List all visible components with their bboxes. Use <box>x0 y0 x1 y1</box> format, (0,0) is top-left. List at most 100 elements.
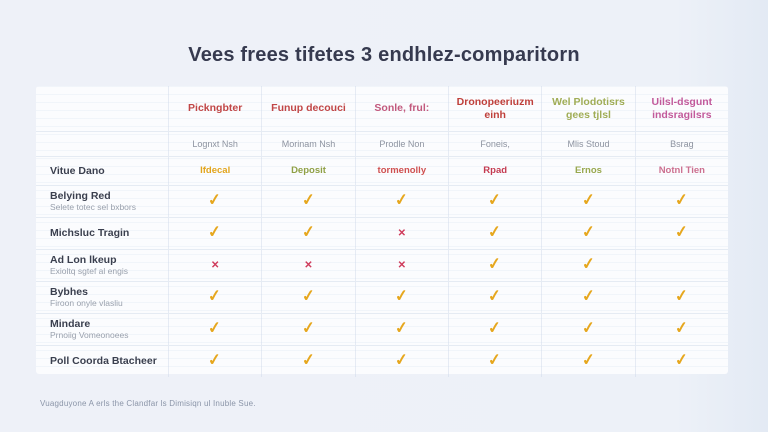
table-row: Ad Lon lkeup Exioltq sgtef al engis ✕ ✕ ✕ ✓ ✓ <box>36 250 728 282</box>
column-header: Pickngbter <box>168 86 261 131</box>
row-label: Vitue Dano <box>50 164 105 177</box>
table-row: Mindare Prnoiig Vomeonoees ✓ ✓ ✓ ✓ ✓ ✓ <box>36 314 728 346</box>
check-icon: ✓ <box>207 351 223 370</box>
footer-note: Vuagduyone A erls the Clandfar ls Dimisi… <box>40 399 256 408</box>
value-cell-label: Ifdecal <box>200 164 231 176</box>
column-subheader-label: Mlis Stoud <box>567 138 610 149</box>
value-cell-label: Rpad <box>483 164 508 176</box>
x-icon: ✕ <box>304 259 313 271</box>
column-header: Dronopeeriuzm einh <box>448 86 541 131</box>
row-sublabel: Exioltq sgtef al engis <box>50 266 128 277</box>
check-icon: ✓ <box>300 223 316 242</box>
row-sublabel: Prnoiig Vomeonoees <box>50 330 129 341</box>
mark-cell: ✕ <box>261 250 354 281</box>
value-cell: Rpad <box>448 157 541 185</box>
row-label: Ad Lon lkeup <box>50 254 117 267</box>
column-header: Sonle, frul: <box>354 86 448 131</box>
row-label-cell: Belying Red Selete totec sel bxbors <box>36 190 168 213</box>
row-label: Bybhes <box>50 286 88 299</box>
mark-cell: ✓ <box>634 218 728 249</box>
row-label-cell: Ad Lon lkeup Exioltq sgtef al engis <box>36 254 168 277</box>
mark-cell: ✓ <box>354 346 448 377</box>
mark-cell: ✓ <box>634 314 728 345</box>
column-subheader-label: Foneis, <box>480 138 510 149</box>
check-icon: ✓ <box>674 223 690 242</box>
column-subheader-label: Lognxt Nsh <box>192 138 238 149</box>
mark-cell: ✓ <box>168 282 261 313</box>
table-row: Pickngbter Funup decouci Sonle, frul: Drono… <box>36 86 728 132</box>
column-subheader: Mlis Stoud <box>541 132 634 156</box>
row-label-cell: Poll Coorda Btacheer <box>36 355 168 367</box>
mark-cell: ✓ <box>448 250 541 281</box>
check-icon: ✓ <box>487 287 503 306</box>
column-header-label: Wel Plodotisrs gees tjlsl <box>552 96 625 121</box>
check-icon: ✓ <box>300 191 316 210</box>
check-icon: ✓ <box>207 223 223 242</box>
check-icon: ✓ <box>300 287 316 306</box>
check-icon: ✓ <box>580 255 596 274</box>
column-header-label: Pickngbter <box>188 102 243 115</box>
check-icon: ✓ <box>487 351 503 370</box>
check-icon: ✓ <box>207 319 223 338</box>
mark-cell: ✕ <box>354 250 448 281</box>
mark-cell: ✓ <box>168 218 261 249</box>
column-subheader: Prodle Non <box>354 132 448 156</box>
column-subheader: Lognxt Nsh <box>168 132 261 156</box>
mark-cell <box>634 250 728 281</box>
row-label-cell: Bybhes Firoon onyle vlasliu <box>36 286 168 309</box>
mark-cell: ✓ <box>541 346 634 377</box>
mark-cell: ✓ <box>168 314 261 345</box>
value-cell-label: Notnl Tien <box>658 164 705 176</box>
mark-cell: ✓ <box>634 186 728 217</box>
column-subheader: Bsrag <box>634 132 728 156</box>
mark-cell: ✓ <box>541 250 634 281</box>
check-icon: ✓ <box>674 287 690 306</box>
mark-cell: ✓ <box>634 282 728 313</box>
table-row: Lognxt Nsh Morinam Nsh Prodle Non Foneis, Ml… <box>36 132 728 157</box>
check-icon: ✓ <box>580 319 596 338</box>
mark-cell: ✓ <box>261 314 354 345</box>
mark-cell: ✕ <box>168 250 261 281</box>
row-sublabel: Firoon onyle vlasliu <box>50 298 123 309</box>
check-icon: ✓ <box>580 287 596 306</box>
row-label: Belying Red <box>50 190 111 203</box>
table-row: Michsluc Tragin ✓ ✓ ✕ ✓ ✓ ✓ <box>36 218 728 250</box>
mark-cell: ✓ <box>261 186 354 217</box>
value-cell: Ernos <box>541 157 634 185</box>
value-cell: tormenolly <box>354 157 448 185</box>
column-header: Funup decouci <box>261 86 354 131</box>
table-row: Vitue Dano Ifdecal Deposit tormenolly Rpad Er… <box>36 157 728 186</box>
mark-cell: ✓ <box>448 346 541 377</box>
mark-cell: ✓ <box>541 314 634 345</box>
mark-cell: ✓ <box>541 218 634 249</box>
check-icon: ✓ <box>487 255 503 274</box>
mark-cell: ✓ <box>541 282 634 313</box>
mark-cell: ✓ <box>354 282 448 313</box>
column-header: Uilsl-dsgunt indsragilsrs <box>634 86 728 131</box>
mark-cell: ✕ <box>354 218 448 249</box>
mark-cell: ✓ <box>261 282 354 313</box>
row-sublabel: Selete totec sel bxbors <box>50 202 136 213</box>
column-header-label: Funup decouci <box>271 102 346 115</box>
check-icon: ✓ <box>674 191 690 210</box>
check-icon: ✓ <box>580 223 596 242</box>
mark-cell: ✓ <box>448 186 541 217</box>
row-label: Michsluc Tragin <box>50 227 130 240</box>
column-header-label: Uilsl-dsgunt indsragilsrs <box>651 96 713 121</box>
check-icon: ✓ <box>394 319 410 338</box>
check-icon: ✓ <box>674 319 690 338</box>
value-cell: Notnl Tien <box>634 157 728 185</box>
check-icon: ✓ <box>580 191 596 210</box>
check-icon: ✓ <box>487 191 503 210</box>
mark-cell: ✓ <box>261 218 354 249</box>
x-icon: ✕ <box>210 259 220 271</box>
table-row: Belying Red Selete totec sel bxbors ✓ ✓ ✓ ✓ ✓ ✓ <box>36 186 728 218</box>
row-label: Mindare <box>50 318 91 331</box>
table-row: Poll Coorda Btacheer ✓ ✓ ✓ ✓ ✓ ✓ <box>36 346 728 377</box>
check-icon: ✓ <box>207 191 223 210</box>
row-label-cell: Michsluc Tragin <box>36 227 168 239</box>
value-row-label: Vitue Dano <box>36 165 168 177</box>
mark-cell: ✓ <box>354 186 448 217</box>
value-cell-label: Deposit <box>291 164 326 176</box>
mark-cell: ✓ <box>448 314 541 345</box>
